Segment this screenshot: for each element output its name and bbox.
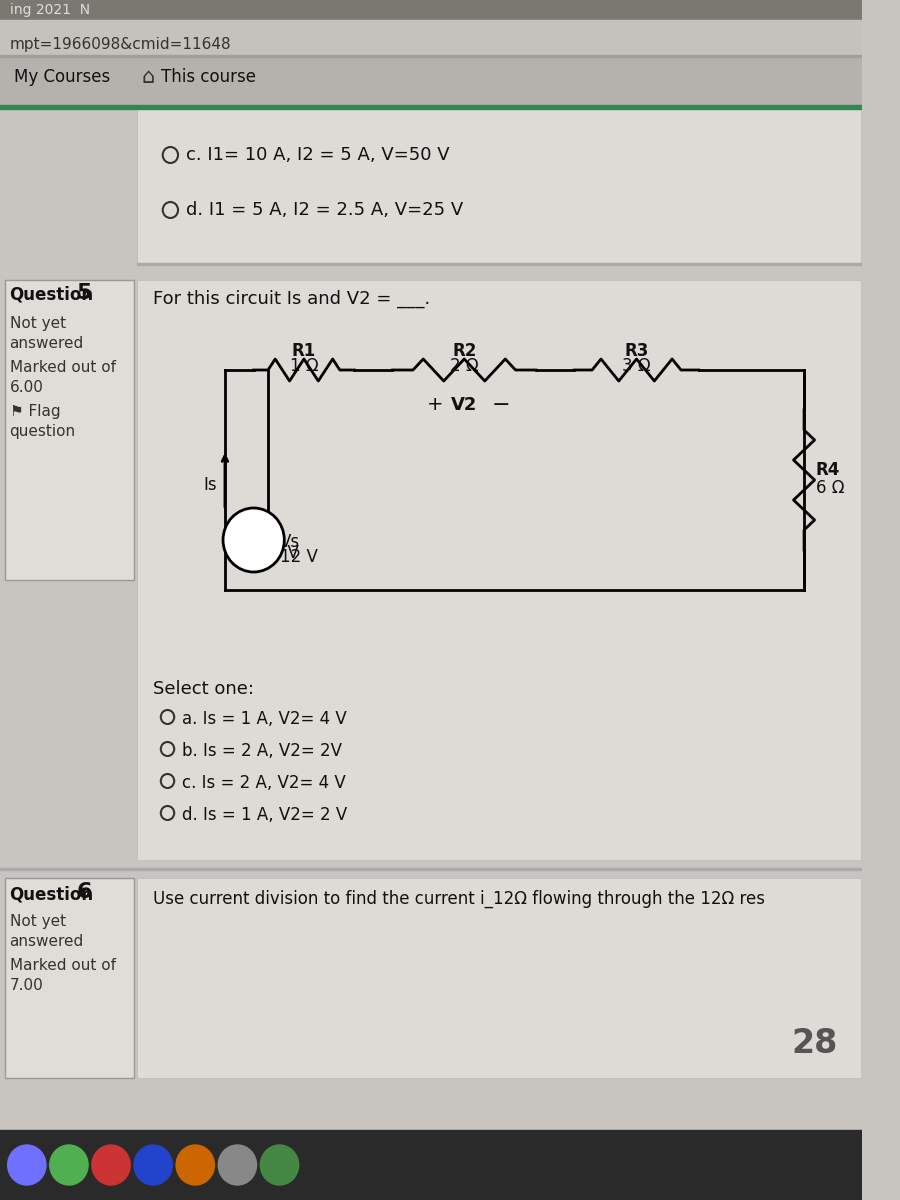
Text: answered: answered [10, 336, 84, 350]
Circle shape [134, 1145, 172, 1186]
Text: +: + [428, 396, 444, 414]
Text: R4: R4 [815, 461, 840, 479]
Text: 1 Ω: 1 Ω [290, 358, 319, 374]
Text: 3 Ω: 3 Ω [622, 358, 651, 374]
Text: V2: V2 [451, 396, 477, 414]
Circle shape [260, 1145, 299, 1186]
Circle shape [218, 1145, 256, 1186]
Text: My Courses: My Courses [14, 68, 111, 86]
Text: Is: Is [203, 476, 217, 494]
Bar [0, 868, 861, 870]
Bar [0, 56, 861, 104]
Text: +: + [235, 526, 249, 544]
Text: answered: answered [10, 934, 84, 949]
Circle shape [50, 1145, 88, 1186]
Bar [137, 109, 861, 265]
Text: 5: 5 [76, 283, 92, 302]
Text: This course: This course [161, 68, 256, 86]
Bar [4, 280, 134, 580]
Bar [137, 878, 861, 1078]
Text: −: − [251, 553, 270, 572]
Text: R3: R3 [625, 342, 649, 360]
Text: Marked out of: Marked out of [10, 958, 115, 973]
Bar [0, 1130, 861, 1200]
Bar [137, 263, 861, 265]
Text: 28: 28 [791, 1027, 838, 1060]
Circle shape [176, 1145, 214, 1186]
Text: ⌂: ⌂ [141, 67, 155, 86]
Bar [0, 265, 861, 870]
Text: Not yet: Not yet [10, 914, 66, 929]
Text: −: − [233, 546, 251, 566]
Text: 12 V: 12 V [280, 548, 318, 566]
Text: b. Is = 2 A, V2= 2V: b. Is = 2 A, V2= 2V [182, 742, 342, 760]
Text: Use current division to find the current i_12Ω flowing through the 12Ω res: Use current division to find the current… [153, 890, 765, 908]
Text: 6.00: 6.00 [10, 380, 43, 395]
Bar [0, 870, 861, 1130]
Circle shape [8, 1145, 46, 1186]
Text: Marked out of: Marked out of [10, 360, 115, 374]
Text: question: question [10, 424, 76, 439]
Circle shape [92, 1145, 130, 1186]
Text: 6 Ω: 6 Ω [815, 479, 844, 497]
Bar [0, 104, 861, 109]
Text: Select one:: Select one: [153, 680, 254, 698]
Text: a. Is = 1 A, V2= 4 V: a. Is = 1 A, V2= 4 V [182, 710, 346, 728]
Circle shape [223, 508, 284, 572]
Text: +: + [252, 533, 268, 552]
Text: For this circuit Is and V2 = ___.: For this circuit Is and V2 = ___. [153, 290, 430, 308]
Text: ing 2021  N: ing 2021 N [10, 2, 90, 17]
Text: 2 Ω: 2 Ω [450, 358, 479, 374]
Text: 6: 6 [76, 882, 92, 902]
Text: c. I1= 10 A, I2 = 5 A, V=50 V: c. I1= 10 A, I2 = 5 A, V=50 V [185, 146, 449, 164]
Text: Vs: Vs [261, 528, 282, 546]
Text: −: − [491, 395, 510, 415]
Text: Question: Question [10, 286, 94, 304]
Text: R2: R2 [452, 342, 476, 360]
Text: Not yet: Not yet [10, 316, 66, 331]
Bar [0, 55, 861, 56]
Text: c. Is = 2 A, V2= 4 V: c. Is = 2 A, V2= 4 V [182, 774, 346, 792]
Bar [137, 280, 861, 860]
Bar [0, 0, 861, 20]
Text: ⚑ Flag: ⚑ Flag [10, 404, 60, 419]
Bar [0, 20, 861, 55]
Text: 12 V: 12 V [261, 544, 299, 562]
Text: d. I1 = 5 A, I2 = 2.5 A, V=25 V: d. I1 = 5 A, I2 = 2.5 A, V=25 V [185, 200, 463, 218]
Text: 7.00: 7.00 [10, 978, 43, 994]
Text: R1: R1 [292, 342, 316, 360]
Bar [0, 109, 137, 265]
Text: mpt=1966098&cmid=11648: mpt=1966098&cmid=11648 [10, 37, 231, 52]
Text: Vs: Vs [280, 533, 300, 551]
Text: d. Is = 1 A, V2= 2 V: d. Is = 1 A, V2= 2 V [182, 806, 347, 824]
Text: Question: Question [10, 886, 94, 902]
Bar [4, 878, 134, 1078]
